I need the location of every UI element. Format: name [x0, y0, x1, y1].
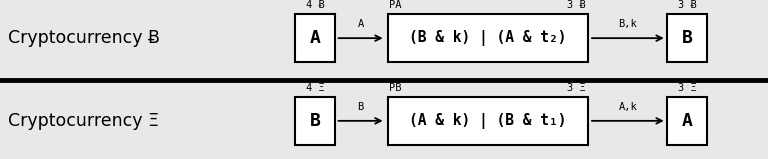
Text: 4 Ƀ: 4 Ƀ [306, 0, 324, 10]
Bar [667, 97, 707, 145]
Text: Cryptocurrency Ξ: Cryptocurrency Ξ [8, 112, 159, 130]
Text: A,k: A,k [618, 102, 637, 112]
Text: (B & k) | (A & t₂): (B & k) | (A & t₂) [409, 30, 567, 46]
Text: 3 Ƀ: 3 Ƀ [568, 0, 586, 10]
Text: B: B [357, 102, 364, 112]
Bar [667, 14, 707, 62]
Bar [295, 14, 335, 62]
Text: A: A [310, 29, 320, 47]
Text: 3 Ξ: 3 Ξ [678, 83, 697, 93]
Text: PA: PA [389, 0, 402, 10]
Text: A: A [357, 19, 364, 29]
Text: A: A [682, 112, 693, 130]
Text: B: B [310, 112, 320, 130]
Text: (A & k) | (B & t₁): (A & k) | (B & t₁) [409, 113, 567, 129]
Text: 4 Ξ: 4 Ξ [306, 83, 324, 93]
Text: B,k: B,k [618, 19, 637, 29]
Text: Cryptocurrency Ƀ: Cryptocurrency Ƀ [8, 29, 160, 47]
Text: PB: PB [389, 83, 402, 93]
Text: B: B [682, 29, 693, 47]
Bar [388, 14, 588, 62]
Text: 3 Ξ: 3 Ξ [568, 83, 586, 93]
Bar [388, 97, 588, 145]
Bar [295, 97, 335, 145]
Text: 3 Ƀ: 3 Ƀ [678, 0, 697, 10]
